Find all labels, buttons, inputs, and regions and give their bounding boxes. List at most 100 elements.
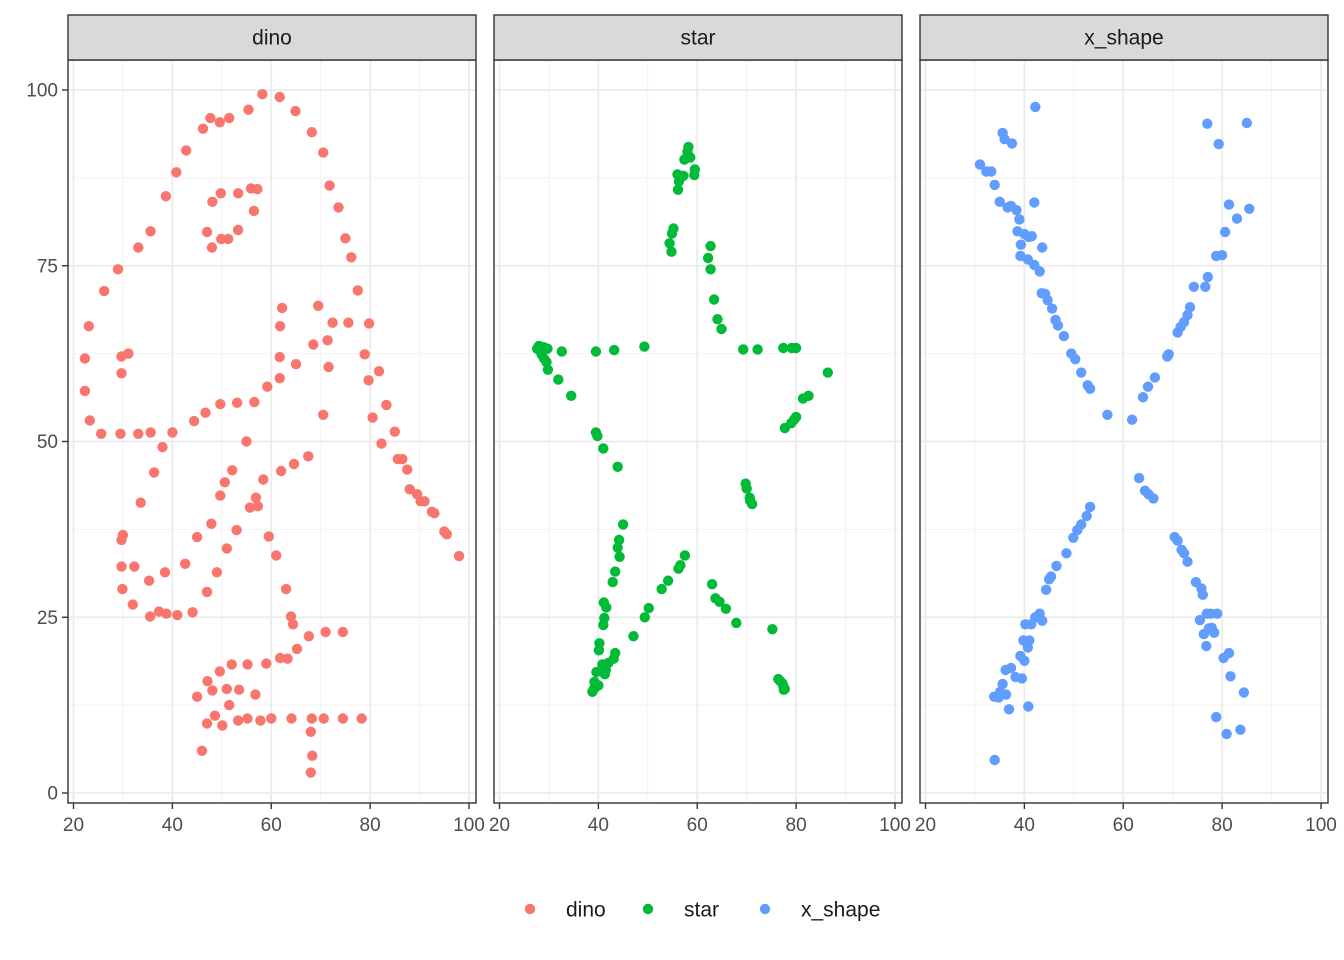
data-point (1037, 242, 1048, 253)
data-point (741, 483, 752, 494)
data-point (135, 497, 146, 508)
data-point (127, 599, 138, 610)
data-point (201, 226, 213, 238)
data-point (221, 543, 232, 554)
x-tick-label: 100 (1305, 815, 1337, 836)
data-point (205, 112, 216, 124)
data-point (157, 441, 168, 453)
data-point (702, 252, 714, 264)
data-point (441, 529, 452, 540)
data-point (720, 603, 732, 614)
data-point (241, 436, 252, 447)
data-point (363, 318, 375, 329)
data-point (288, 458, 300, 470)
data-point (664, 238, 675, 249)
data-point (601, 602, 612, 613)
data-point (609, 344, 620, 356)
data-point (219, 477, 230, 488)
data-point (209, 710, 221, 721)
data-point (172, 609, 183, 621)
data-point (263, 531, 274, 542)
data-point (1188, 281, 1200, 292)
x-tick-label: 80 (1212, 815, 1233, 836)
data-point (373, 366, 385, 377)
data-point (666, 228, 678, 239)
data-point (1223, 199, 1235, 210)
y-axis: 0 25 50 75 100 (26, 81, 68, 805)
data-point (202, 676, 213, 687)
data-point (322, 335, 333, 346)
data-point (252, 183, 263, 195)
data-point (1023, 701, 1034, 712)
data-point (116, 534, 127, 546)
data-point (797, 393, 809, 404)
data-point (144, 611, 156, 622)
data-point (242, 659, 253, 670)
data-point (1006, 138, 1018, 149)
data-point (1037, 615, 1048, 626)
data-point (705, 240, 716, 252)
data-point (145, 427, 156, 438)
data-point (1034, 266, 1045, 277)
data-point (112, 264, 124, 275)
data-point (217, 720, 228, 731)
data-point (639, 341, 650, 352)
data-point (997, 678, 1008, 690)
data-point (214, 117, 225, 128)
data-point (1026, 231, 1038, 242)
data-point (1182, 309, 1193, 321)
data-point (590, 346, 602, 357)
data-point (587, 686, 598, 697)
data-point (617, 519, 629, 530)
data-point (714, 596, 725, 607)
y-tick-label: 100 (26, 81, 58, 102)
data-point (181, 145, 192, 156)
data-point (359, 349, 370, 360)
data-point (1163, 349, 1174, 360)
data-point (286, 713, 297, 724)
data-point (258, 474, 269, 485)
data-point (274, 351, 285, 363)
data-point (226, 659, 237, 670)
data-point (96, 428, 107, 439)
x-tick-label: 20 (915, 815, 936, 836)
data-point (305, 767, 316, 778)
data-point (541, 356, 552, 368)
data-point (320, 626, 331, 638)
data-point (352, 285, 363, 296)
data-point (290, 105, 301, 117)
data-point (666, 246, 677, 257)
data-point (187, 607, 198, 618)
data-point (1212, 608, 1223, 619)
data-point (280, 583, 292, 595)
legend-label: star (684, 899, 719, 922)
data-point (171, 167, 182, 178)
facet-panel-x_shape: x_shape 20 40 60 80 100 (915, 14, 1337, 836)
data-point (1043, 574, 1055, 585)
data-point (215, 188, 226, 199)
data-point (214, 666, 225, 677)
x-tick-label: 60 (687, 815, 708, 836)
data-point (1223, 647, 1235, 659)
data-point (257, 89, 268, 100)
data-point (607, 576, 618, 588)
legend-label: dino (566, 899, 606, 922)
data-point (266, 713, 277, 724)
x-tick-label: 60 (261, 815, 282, 836)
data-point (356, 713, 367, 724)
data-point (1020, 619, 1031, 630)
data-point (1011, 205, 1022, 216)
data-point (116, 368, 127, 379)
data-point (639, 612, 650, 623)
x-tick-label: 40 (162, 815, 183, 836)
data-point (201, 718, 213, 729)
data-point (1126, 414, 1138, 425)
data-point (207, 685, 218, 696)
data-point (274, 91, 285, 103)
data-point (746, 498, 758, 510)
data-point (397, 453, 408, 465)
data-point (1084, 501, 1096, 513)
data-point (1072, 524, 1083, 536)
data-point (143, 575, 155, 586)
